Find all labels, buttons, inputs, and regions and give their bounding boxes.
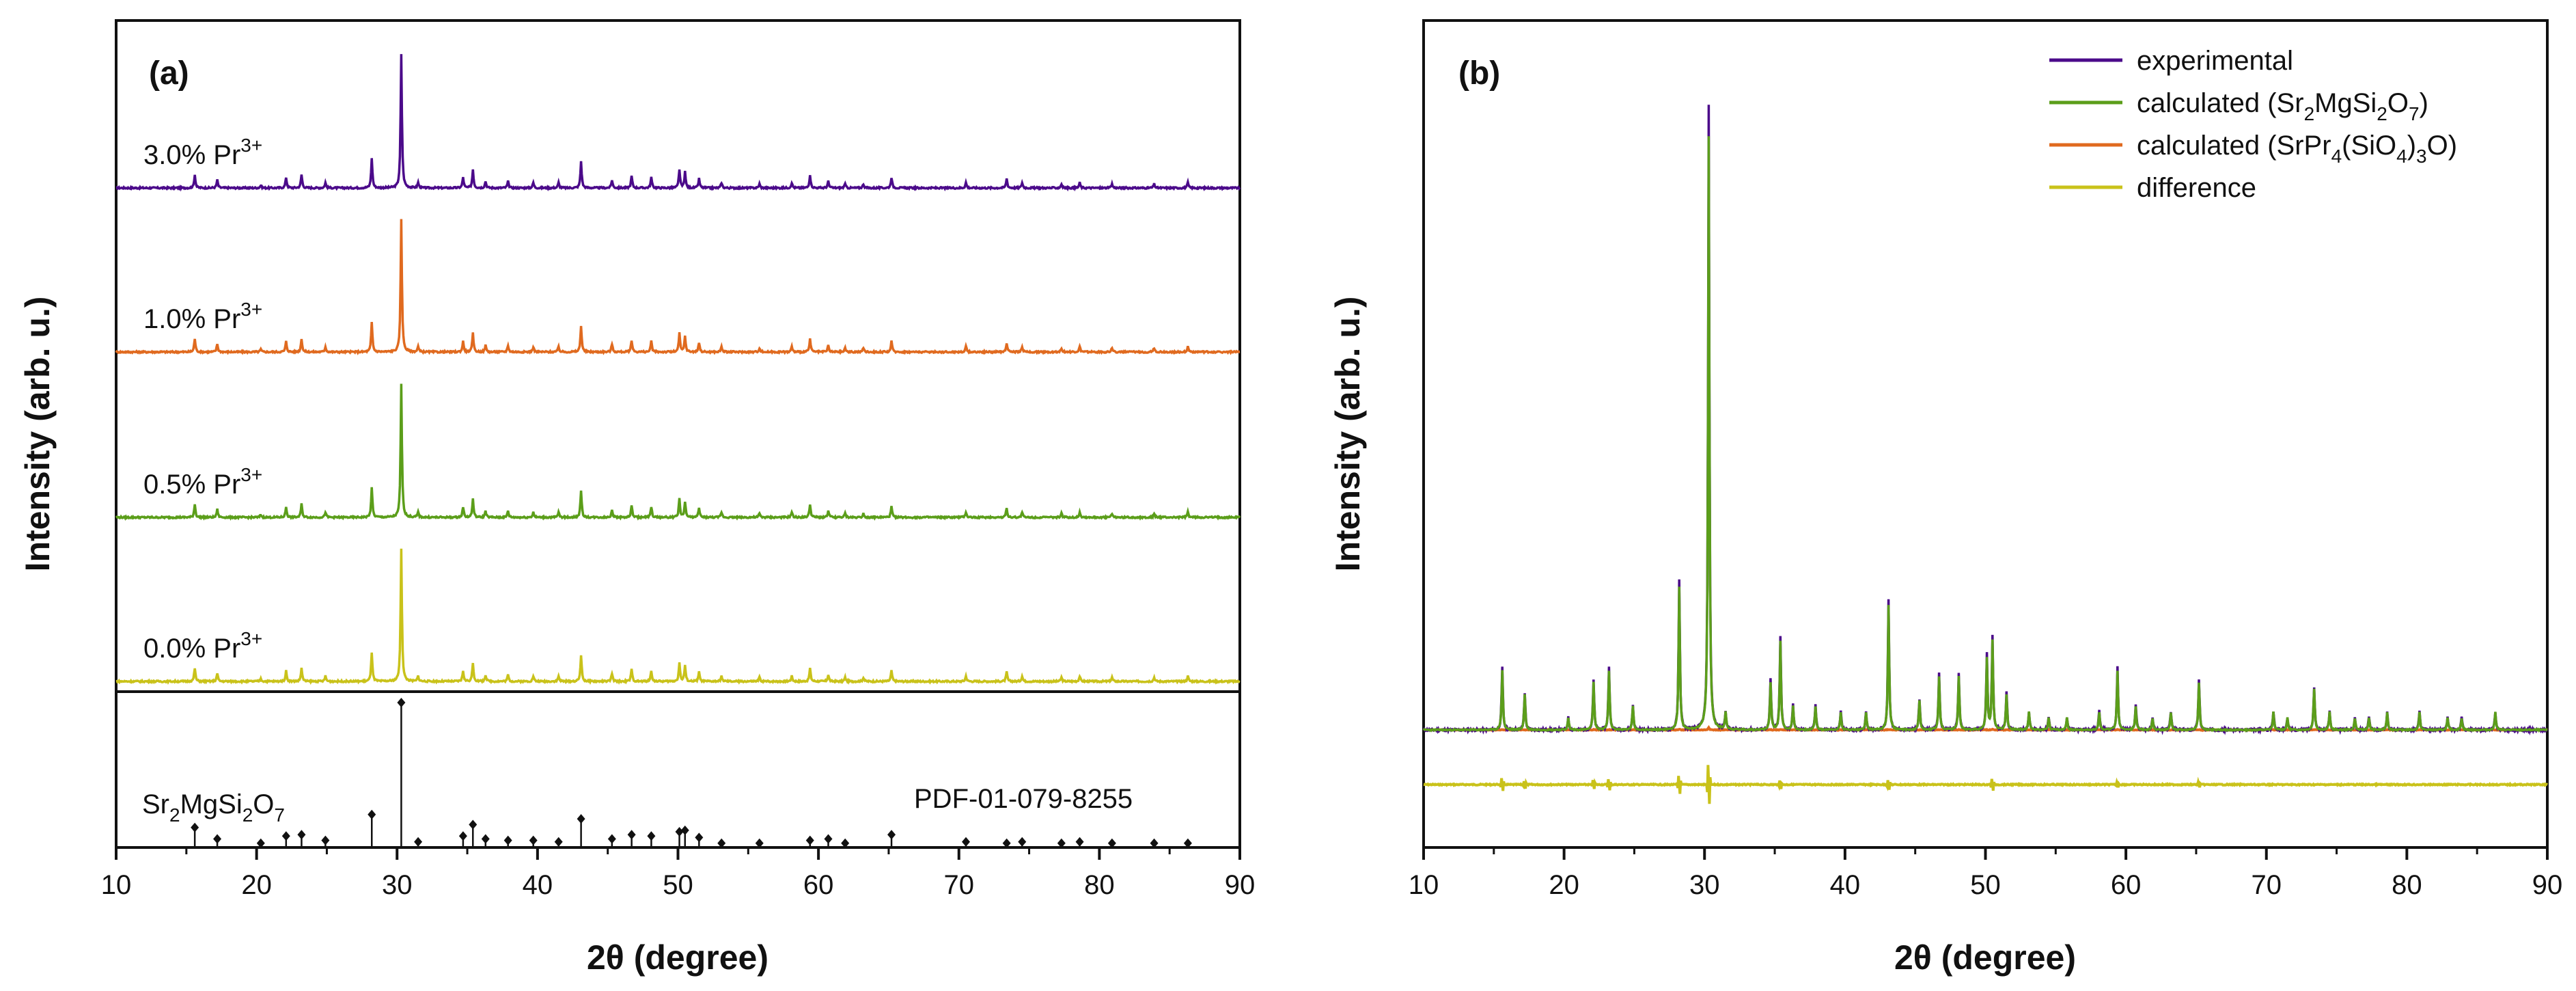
reference-stick-marker xyxy=(647,831,656,841)
reference-stick-marker xyxy=(368,809,376,819)
reference-stick-marker xyxy=(577,814,585,824)
panel-a-x-tick-label: 80 xyxy=(1084,870,1115,900)
reference-stick-marker xyxy=(824,834,833,844)
legend-entry: calculated (Sr2MgSi2O7) xyxy=(2137,88,2428,124)
reference-stick-marker xyxy=(1018,837,1027,847)
reference-compound-label: Sr2MgSi2O7 xyxy=(142,789,285,826)
reference-stick-marker xyxy=(503,835,512,845)
series-label-0-0: 0.0% Pr3+ xyxy=(143,628,262,664)
panel-a-y-axis-title: Intensity (arb. u.) xyxy=(18,297,57,572)
reference-stick-marker xyxy=(627,830,636,840)
reference-stick-marker xyxy=(607,834,616,844)
legend-entry: calculated (SrPr4(SiO4)3O) xyxy=(2137,131,2457,167)
panel-a-x-tick-label: 50 xyxy=(663,870,693,900)
panel-a-x-axis-title: 2θ (degree) xyxy=(587,938,768,977)
reference-stick-marker xyxy=(675,827,684,837)
xrd-trace-1 xyxy=(115,219,1241,355)
reference-stick-marker xyxy=(321,835,330,845)
reference-stick-marker xyxy=(191,822,199,832)
reference-stick-marker xyxy=(397,698,406,707)
reference-stick-marker xyxy=(1107,838,1116,848)
reference-stick-marker xyxy=(469,819,477,830)
legend-entry: experimental xyxy=(2137,46,2293,76)
reference-stick-marker xyxy=(1002,838,1011,848)
reference-stick-marker xyxy=(414,837,423,847)
reference-stick-marker xyxy=(841,838,850,848)
reference-stick-marker xyxy=(213,834,222,844)
panel-b-x-ticks: 10 20 30 40 50 60 70 80 90 xyxy=(1409,847,2563,900)
reference-stick-marker xyxy=(458,831,467,841)
difference-trace xyxy=(1423,765,2549,804)
reference-stick-marker xyxy=(256,838,265,848)
reference-stick-marker xyxy=(1183,838,1192,848)
panel-a-x-tick-label: 20 xyxy=(241,870,272,900)
panel-a: 10 20 30 40 50 60 70 80 90 (a) 3.0% Pr3+ 1.0% Pr… xyxy=(18,19,1256,977)
xrd-trace-3 xyxy=(115,548,1241,685)
series-label-0-5: 0.5% Pr3+ xyxy=(143,464,262,500)
reference-stick-marker xyxy=(755,838,764,848)
reference-stick-marker xyxy=(529,835,538,845)
reference-stick-marker xyxy=(887,830,896,840)
panel-b-legend: experimental calculated (Sr2MgSi2O7) calcu… xyxy=(2049,46,2457,203)
reference-stick-marker xyxy=(1150,838,1159,848)
reference-stick-marker xyxy=(297,830,306,840)
panel-b-x-tick-label: 20 xyxy=(1549,870,1579,900)
reference-stick-marker xyxy=(695,832,704,843)
reference-stick-marker xyxy=(717,838,726,848)
panel-a-x-ticks: 10 20 30 40 50 60 70 80 90 xyxy=(101,847,1256,900)
panel-b-label: (b) xyxy=(1458,55,1500,92)
xrd-trace-2 xyxy=(115,383,1241,521)
panel-b: 10 20 30 40 50 60 70 80 90 (b) experimental calcu… xyxy=(1329,19,2563,977)
panel-a-x-tick-label: 90 xyxy=(1225,870,1256,900)
xrd-trace-0 xyxy=(115,54,1241,192)
calculated-sr2mgsi2o7-trace xyxy=(1422,136,2548,733)
panel-b-x-tick-label: 80 xyxy=(2392,870,2422,900)
panel-b-x-tick-label: 90 xyxy=(2532,870,2563,900)
reference-stick-marker xyxy=(962,837,971,847)
reference-stick-marker xyxy=(805,835,814,845)
reference-card-label: PDF-01-079-8255 xyxy=(914,784,1133,814)
panel-a-x-tick-label: 40 xyxy=(523,870,553,900)
reference-stick-marker xyxy=(554,837,563,847)
panel-a-x-tick-label: 30 xyxy=(382,870,413,900)
panel-b-x-tick-label: 70 xyxy=(2252,870,2282,900)
reference-stick-marker xyxy=(1075,837,1084,847)
series-label-3-0: 3.0% Pr3+ xyxy=(143,135,262,170)
reference-stick-marker xyxy=(481,834,490,844)
panel-b-x-tick-label: 40 xyxy=(1830,870,1861,900)
panel-a-x-tick-label: 60 xyxy=(803,870,834,900)
series-label-1-0: 1.0% Pr3+ xyxy=(143,299,262,334)
panel-b-x-tick-label: 60 xyxy=(2111,870,2142,900)
panel-b-x-tick-label: 10 xyxy=(1409,870,1439,900)
panel-b-x-tick-label: 30 xyxy=(1689,870,1720,900)
reference-stick-marker xyxy=(680,825,689,835)
panel-a-x-tick-label: 10 xyxy=(101,870,132,900)
legend-entry: difference xyxy=(2137,173,2256,203)
panel-b-x-tick-label: 50 xyxy=(1970,870,2001,900)
reference-stick-marker xyxy=(281,831,290,841)
panel-a-traces xyxy=(115,54,1241,685)
panel-b-x-axis-title: 2θ (degree) xyxy=(1894,938,2076,977)
panel-a-x-tick-label: 70 xyxy=(944,870,975,900)
panel-a-label: (a) xyxy=(149,55,189,92)
panel-b-y-axis-title: Intensity (arb. u.) xyxy=(1329,297,1367,572)
panel-a-reference-sticks xyxy=(191,698,1192,848)
panel-b-traces xyxy=(1422,105,2549,804)
reference-stick-marker xyxy=(1057,838,1066,848)
